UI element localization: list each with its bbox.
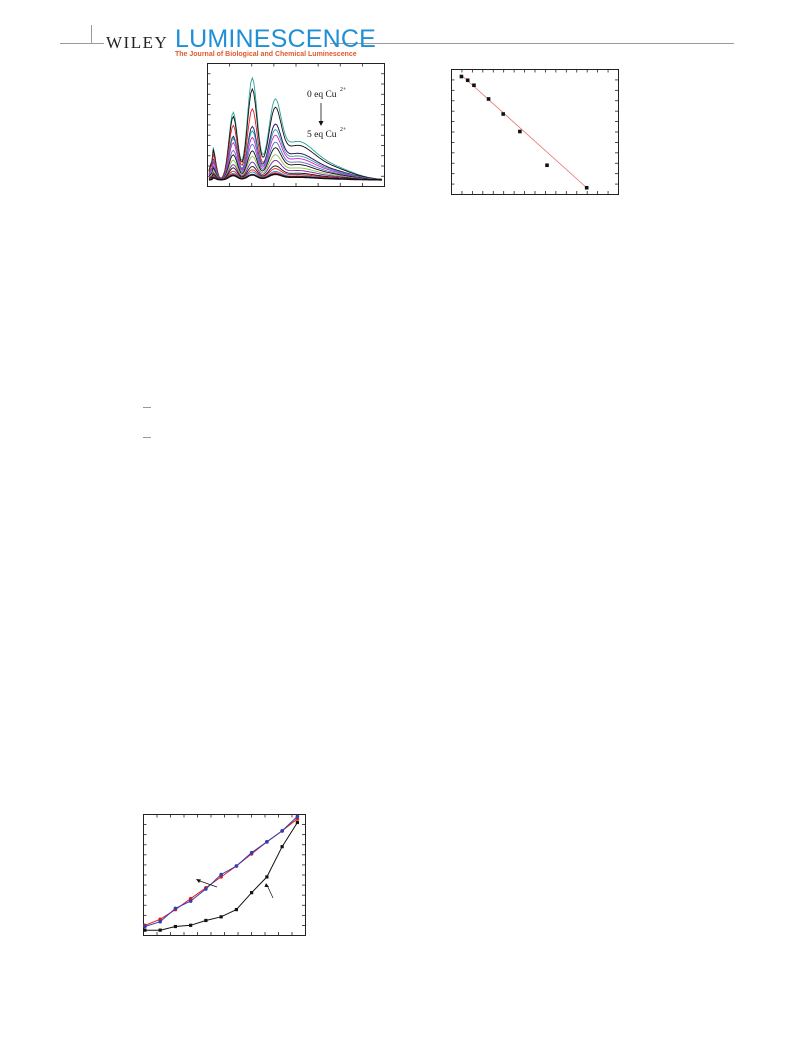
data-point (280, 845, 284, 849)
comparison-chart (143, 814, 306, 936)
pointer-head-right (264, 883, 269, 887)
spectrum-series-line (208, 147, 383, 181)
annotation-top-sup: 2+ (340, 87, 347, 93)
data-point (545, 163, 549, 168)
pointer-line-right (266, 884, 274, 899)
data-point (501, 112, 505, 116)
annotation-top: 0 eq Cu (307, 90, 337, 100)
spectrum-series-line (208, 159, 383, 181)
data-point (295, 814, 300, 819)
data-point (219, 872, 223, 877)
data-point (158, 928, 162, 932)
header-rule-right (330, 43, 734, 44)
spectra-chart: 0 eq Cu 2+ 5 eq Cu 2+ (207, 63, 385, 187)
data-point (204, 918, 208, 923)
data-point (173, 906, 178, 911)
arrow-head (318, 121, 324, 126)
data-point (465, 78, 470, 83)
spectrum-series-line (208, 87, 383, 180)
data-point (486, 97, 491, 101)
pointer-head-left (196, 879, 201, 883)
spectrum-series-line (208, 173, 382, 181)
spectrum-series-line (208, 128, 382, 180)
figure-comparison (143, 814, 306, 938)
spectrum-series-line (208, 134, 383, 180)
journal-subtitle: The Journal of Biological and Chemical L… (175, 51, 357, 58)
spectrum-series-line (208, 154, 382, 181)
data-point (204, 887, 208, 891)
data-point (158, 919, 162, 924)
data-point (280, 829, 284, 833)
linear-fit-chart (451, 69, 619, 195)
data-point (188, 899, 193, 903)
series-line (144, 816, 298, 927)
annotation-bottom-sup: 2+ (340, 127, 347, 133)
pointer-line-left (196, 879, 218, 888)
data-point (249, 850, 254, 855)
data-point (295, 820, 299, 825)
margin-mark (143, 437, 151, 438)
journal-title: LUMINESCENCE (175, 25, 377, 53)
data-point (459, 74, 464, 79)
series-line (144, 818, 298, 926)
data-point (472, 83, 476, 88)
data-point (143, 924, 147, 929)
data-point (584, 185, 589, 190)
data-point (250, 891, 254, 895)
margin-mark (143, 407, 151, 408)
plot-frame (451, 69, 619, 195)
data-point (189, 923, 193, 927)
figure-linear-fit (451, 69, 619, 197)
header-rule-tick (91, 25, 92, 43)
spectrum-series-line (208, 141, 382, 180)
figure-spectra: 0 eq Cu 2+ 5 eq Cu 2+ (207, 63, 385, 197)
header-rule-left (60, 43, 104, 44)
publisher-logo: WILEY (106, 33, 169, 52)
data-point (143, 928, 147, 932)
data-point (265, 875, 269, 879)
data-point (219, 915, 223, 919)
annotation-bottom: 5 eq Cu (307, 130, 337, 140)
data-point (173, 924, 177, 929)
fit-line (461, 74, 587, 189)
data-point (518, 129, 522, 134)
data-point (234, 864, 239, 868)
data-point (234, 907, 238, 912)
data-point (265, 840, 269, 844)
